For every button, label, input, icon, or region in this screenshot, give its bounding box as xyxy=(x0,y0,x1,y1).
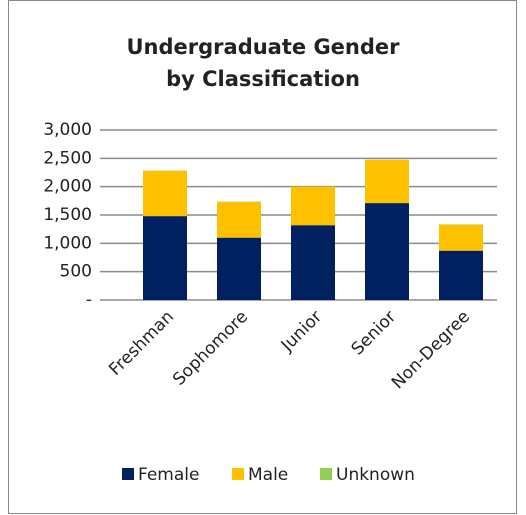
legend-label: Female xyxy=(138,465,199,485)
bar-segment xyxy=(365,203,409,300)
y-tick-label: - xyxy=(86,290,92,310)
bar-segment xyxy=(143,170,187,217)
y-tick-label: 500 xyxy=(60,262,92,282)
legend-swatch xyxy=(122,468,134,480)
y-tick-label: 1,500 xyxy=(43,205,92,225)
chart-frame xyxy=(8,0,517,514)
chart-title: Undergraduate Gender xyxy=(127,35,401,59)
legend-label: Unknown xyxy=(336,465,415,485)
bar-segment xyxy=(365,160,409,204)
bar-segment xyxy=(291,186,335,226)
bar-segment xyxy=(439,224,483,251)
y-tick-label: 2,500 xyxy=(43,148,92,168)
y-tick-label: 2,000 xyxy=(43,177,92,197)
bar-segment xyxy=(217,237,261,300)
y-tick-label: 3,000 xyxy=(43,120,92,140)
chart-title: by Classification xyxy=(166,67,360,91)
bar-segment xyxy=(217,201,261,238)
bar-segment xyxy=(439,250,483,300)
y-tick-label: 1,000 xyxy=(43,233,92,253)
bar-segment xyxy=(291,225,335,300)
bar-segment xyxy=(143,216,187,300)
legend-swatch xyxy=(320,468,332,480)
legend-swatch xyxy=(232,468,244,480)
legend-label: Male xyxy=(248,465,288,485)
